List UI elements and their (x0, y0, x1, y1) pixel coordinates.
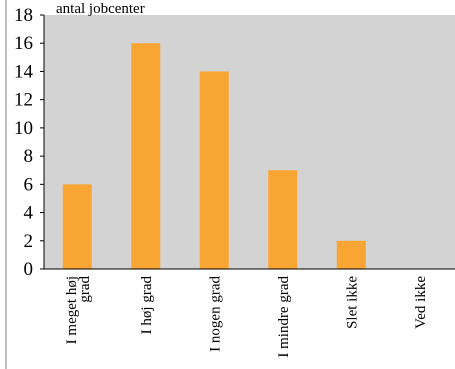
x-category-label: I meget høj (64, 276, 80, 344)
y-tick-label: 0 (24, 259, 34, 280)
y-tick-label: 8 (24, 146, 34, 167)
y-tick-label: 4 (24, 203, 34, 224)
bar (131, 43, 161, 269)
y-axis-ticks: 0 2 4 6 8 10 12 14 16 18 (14, 5, 44, 280)
y-tick-label: 10 (14, 118, 33, 139)
x-category-label: Slet ikke (344, 276, 360, 329)
y-tick-label: 2 (24, 231, 34, 252)
y-tick-label: 12 (14, 90, 33, 111)
bars (62, 43, 366, 269)
bar (336, 240, 366, 269)
bar (268, 170, 298, 269)
y-tick-label: 6 (24, 174, 34, 195)
x-category-label: I nogen grad (207, 276, 223, 352)
y-axis-label: antal jobcenter (56, 1, 145, 17)
bar (199, 71, 229, 269)
plot-area (44, 15, 455, 269)
y-tick-label: 16 (14, 33, 33, 54)
y-tick-label: 18 (14, 5, 33, 26)
x-category-label: grad (77, 276, 93, 303)
y-tick-label: 14 (14, 61, 34, 82)
x-category-label: I høj grad (139, 276, 155, 335)
x-category-label: I mindre grad (276, 276, 292, 358)
bar (62, 184, 92, 269)
x-category-label: Ved ikke (413, 276, 429, 329)
